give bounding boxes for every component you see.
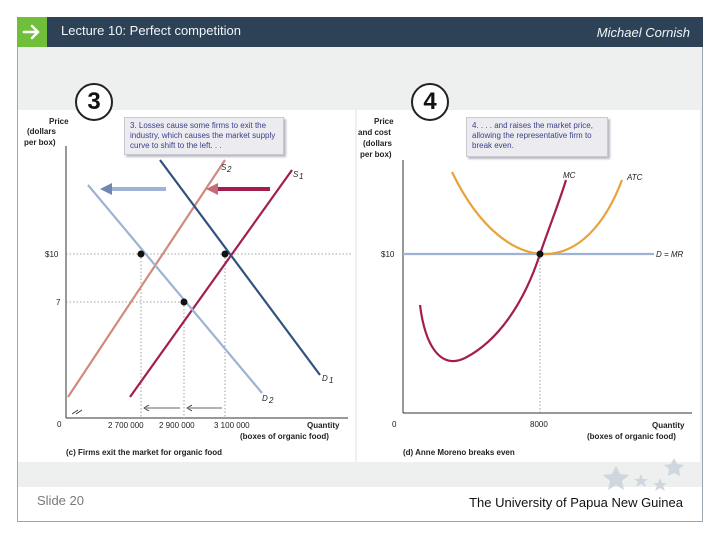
left-origin: 0 bbox=[57, 420, 62, 429]
left-ylabel-line3: per box) bbox=[24, 138, 56, 147]
right-ylabel-line4: per box) bbox=[360, 150, 392, 159]
header-bar bbox=[17, 17, 703, 47]
left-xtick-2: 2 900 000 bbox=[159, 421, 195, 430]
right-xlabel-line1: Quantity bbox=[652, 421, 685, 430]
demand-curve-d1 bbox=[159, 159, 321, 376]
left-chart: Price (dollars per box) $10 7 0 2 700 00… bbox=[24, 117, 352, 457]
slide-number: Slide 20 bbox=[37, 493, 84, 508]
label-mc: MC bbox=[563, 171, 576, 180]
step-badge-3: 3 bbox=[75, 83, 113, 121]
label-s2: S bbox=[221, 163, 227, 172]
demand-curve-d2 bbox=[87, 184, 263, 394]
right-chart: Price and cost (dollars per box) $10 0 8… bbox=[358, 117, 692, 457]
supply-curve-s2 bbox=[67, 159, 226, 398]
university-name: The University of Papua New Guinea bbox=[469, 495, 683, 510]
label-s1: S bbox=[293, 170, 299, 179]
left-caption: (c) Firms exit the market for organic fo… bbox=[66, 448, 222, 457]
right-ylabel-line3: (dollars bbox=[363, 139, 392, 148]
footer-band bbox=[18, 463, 702, 487]
right-ytick-10: $10 bbox=[381, 250, 395, 259]
left-ylabel-line1: Price bbox=[49, 117, 69, 126]
svg-text:2: 2 bbox=[226, 165, 232, 174]
left-ytick-10: $10 bbox=[45, 250, 59, 259]
callout-step-3: 3. Losses cause some firms to exit the i… bbox=[124, 117, 284, 155]
callout-step-4: 4. . . . and raises the market price, al… bbox=[466, 117, 608, 157]
left-xtick-3: 3 100 000 bbox=[214, 421, 250, 430]
equilibrium-point-2 bbox=[221, 250, 229, 258]
right-ylabel-line2: and cost bbox=[358, 128, 391, 137]
atc-curve bbox=[451, 171, 624, 256]
shift-arrow-supply-head bbox=[206, 183, 218, 195]
right-arrow-icon[interactable] bbox=[17, 17, 47, 47]
label-d-mr: D = MR bbox=[656, 250, 684, 259]
label-atc: ATC bbox=[626, 173, 643, 182]
label-d2: D bbox=[262, 394, 268, 403]
break-even-point bbox=[536, 250, 544, 258]
svg-text:2: 2 bbox=[268, 396, 274, 405]
equilibrium-point-3 bbox=[180, 298, 188, 306]
equilibrium-point-1 bbox=[137, 250, 145, 258]
left-xlabel-line2: (boxes of organic food) bbox=[240, 432, 329, 441]
shift-arrow-demand-head bbox=[100, 183, 112, 195]
supply-curve-s1 bbox=[129, 169, 293, 398]
step-badge-4: 4 bbox=[411, 83, 449, 121]
axis-break bbox=[71, 409, 83, 415]
right-xtick-8000: 8000 bbox=[530, 420, 548, 429]
left-xlabel-line1: Quantity bbox=[307, 421, 340, 430]
label-d1: D bbox=[322, 374, 328, 383]
left-ytick-7: 7 bbox=[56, 298, 61, 307]
svg-text:1: 1 bbox=[329, 376, 333, 385]
stars-decoration-icon bbox=[603, 458, 684, 491]
svg-text:1: 1 bbox=[299, 172, 303, 181]
mc-curve bbox=[418, 179, 568, 363]
right-caption: (d) Anne Moreno breaks even bbox=[403, 448, 515, 457]
right-xlabel-line2: (boxes of organic food) bbox=[587, 432, 676, 441]
right-origin: 0 bbox=[392, 420, 397, 429]
left-xtick-1: 2 700 000 bbox=[108, 421, 144, 430]
lecture-title: Lecture 10: Perfect competition bbox=[61, 23, 241, 38]
right-ylabel-line1: Price bbox=[374, 117, 394, 126]
author-name: Michael Cornish bbox=[596, 25, 690, 40]
panel-c bbox=[18, 110, 355, 462]
left-ylabel-line2: (dollars bbox=[27, 127, 56, 136]
